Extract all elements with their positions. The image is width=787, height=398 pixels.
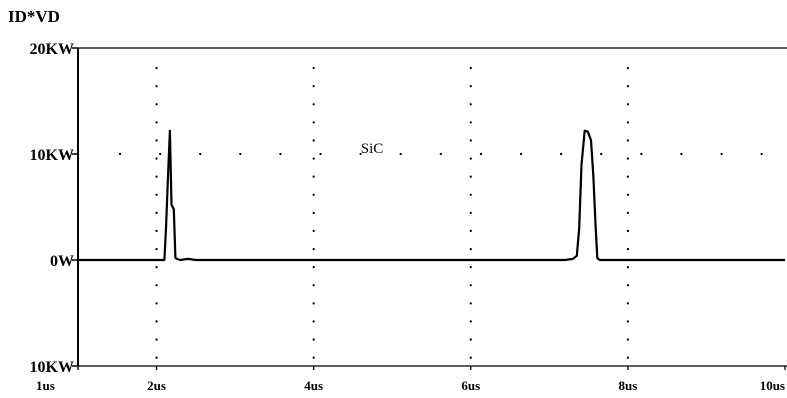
x-tick-label: 10us (760, 378, 785, 393)
annotations: SiC (361, 141, 384, 157)
x-tick-label: 4us (304, 378, 323, 393)
annotation-label: SiC (361, 141, 384, 157)
y-tick-label: 10KW (30, 359, 74, 376)
x-tick-label: 1us (36, 378, 55, 393)
chart-title: ID*VD (8, 7, 60, 26)
x-tick-label: 6us (461, 378, 480, 393)
axis-ticks: 20KW 10KW 0W 10KW 1us 2us 4us 6us 8us 10us (30, 41, 786, 393)
x-tick-label: 2us (147, 378, 166, 393)
y-tick-label: 20KW (30, 41, 74, 58)
y-tick-label: 0W (50, 253, 74, 270)
y-tick-label: 10KW (30, 147, 74, 164)
series-layer (78, 129, 785, 262)
grid (118, 66, 767, 362)
x-tick-label: 8us (618, 378, 637, 393)
series-line (78, 129, 785, 262)
